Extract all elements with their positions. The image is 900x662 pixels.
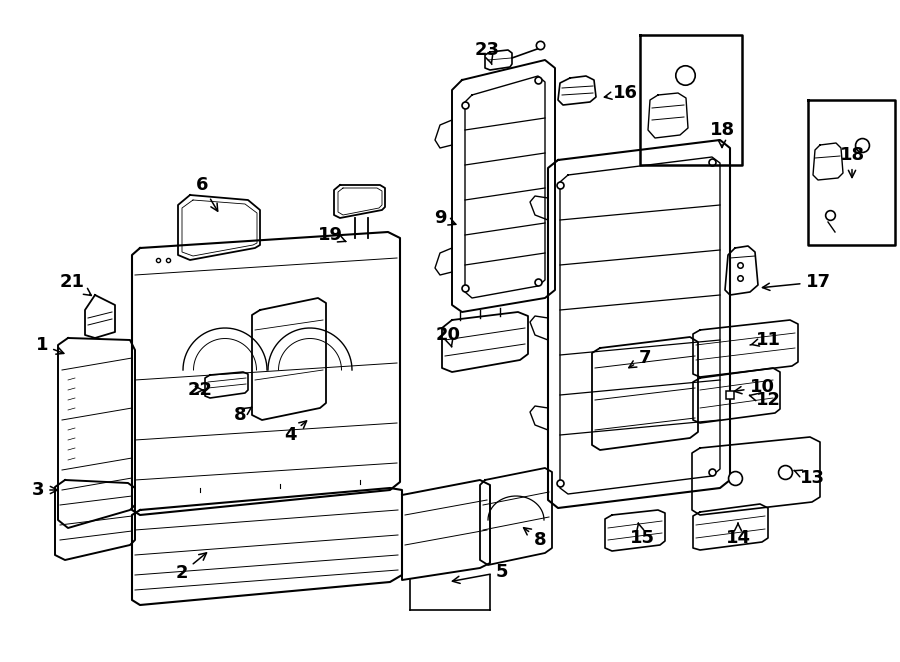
- Text: 18: 18: [840, 146, 865, 177]
- Text: 7: 7: [629, 349, 652, 367]
- Text: 16: 16: [605, 84, 637, 102]
- Text: 23: 23: [474, 41, 500, 64]
- Text: 11: 11: [750, 331, 780, 349]
- Text: 3: 3: [32, 481, 58, 499]
- Text: 19: 19: [318, 226, 346, 244]
- Text: 2: 2: [176, 553, 206, 582]
- Text: 12: 12: [750, 391, 780, 409]
- Text: 10: 10: [734, 378, 775, 396]
- Text: 14: 14: [725, 523, 751, 547]
- Text: 20: 20: [436, 326, 461, 347]
- Text: 13: 13: [794, 469, 824, 487]
- Text: 9: 9: [434, 209, 455, 227]
- Text: 22: 22: [187, 381, 212, 399]
- Text: 8: 8: [524, 528, 546, 549]
- Text: 18: 18: [709, 121, 734, 148]
- Text: 4: 4: [284, 421, 307, 444]
- Text: 6: 6: [196, 176, 218, 211]
- Text: 1: 1: [36, 336, 64, 354]
- Text: 8: 8: [234, 406, 252, 424]
- Text: 21: 21: [59, 273, 91, 295]
- Text: 5: 5: [453, 563, 508, 583]
- Text: 15: 15: [629, 523, 654, 547]
- Text: 17: 17: [762, 273, 831, 291]
